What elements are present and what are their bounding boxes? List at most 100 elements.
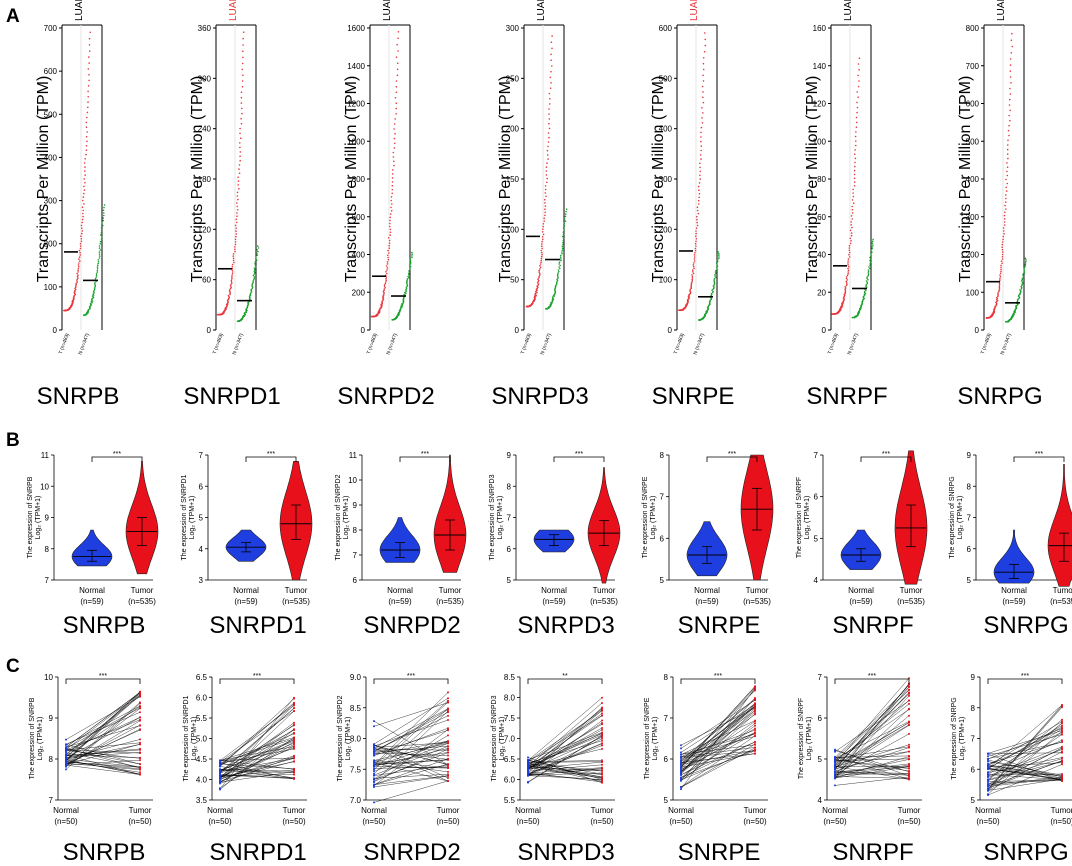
- tumor-point: [848, 253, 850, 256]
- pair-line: [680, 687, 756, 768]
- normal-point: [65, 757, 67, 760]
- normal-point: [869, 264, 871, 267]
- y-tick-label: 600: [659, 24, 673, 33]
- normal-point: [405, 286, 408, 289]
- tumor-point: [908, 743, 910, 746]
- pair-line: [219, 732, 295, 779]
- y-tick-label: 8.5: [350, 704, 362, 713]
- normal-point: [559, 256, 562, 259]
- significance-label: ***: [575, 451, 583, 458]
- x-label-normal: N (n=347): [1000, 332, 1013, 355]
- tumor-point: [696, 209, 699, 212]
- tumor-point: [78, 262, 80, 264]
- significance-label: ***: [407, 673, 415, 680]
- normal-point: [713, 277, 716, 280]
- y-axis-label: Transcripts Per Million (TPM): [189, 76, 206, 283]
- pair-line: [373, 748, 449, 751]
- significance-bracket: [834, 678, 910, 684]
- tumor-point: [388, 252, 390, 254]
- tumor-point: [536, 291, 538, 294]
- tumor-point: [858, 57, 861, 59]
- y-tick-label: 400: [352, 251, 366, 260]
- panel-label-a: A: [6, 6, 20, 27]
- normal-point: [716, 259, 719, 261]
- normal-point: [251, 285, 253, 287]
- normal-point: [1021, 282, 1024, 285]
- normal-point: [871, 242, 874, 244]
- tumor-point: [139, 716, 141, 719]
- normal-point: [712, 290, 714, 293]
- tumor-point: [78, 249, 81, 252]
- pair-line: [680, 700, 756, 749]
- pair-line: [680, 732, 756, 765]
- tumor-point: [1001, 255, 1004, 258]
- y-axis-label-unit: Log₂ (TPM+1): [497, 496, 504, 540]
- x-label-tumor-n: (n=535): [282, 597, 310, 606]
- pair-line: [219, 710, 295, 763]
- tumor-point: [79, 260, 81, 262]
- normal-point: [100, 229, 103, 232]
- tumor-point: [1002, 235, 1005, 238]
- pair-line: [373, 752, 449, 756]
- tumor-point: [242, 56, 244, 59]
- normal-point: [871, 246, 874, 248]
- pair-line: [219, 739, 295, 778]
- pair-line: [219, 773, 295, 780]
- x-label-tumor: T (n=483): [827, 332, 840, 355]
- y-axis-label: Transcripts Per Million (TPM): [497, 76, 514, 283]
- tumor-point: [238, 187, 240, 190]
- tumor-point: [78, 258, 80, 260]
- tumor-point: [237, 176, 239, 178]
- tumor-point: [998, 284, 1001, 286]
- normal-point: [562, 227, 565, 229]
- tumor-point: [293, 757, 295, 760]
- normal-point: [97, 259, 100, 261]
- normal-point: [680, 761, 682, 764]
- normal-point: [252, 280, 254, 282]
- panel-a-chart-snrpd3: Transcripts Per Million (TPM)05010015020…: [491, 0, 588, 410]
- tumor-point: [998, 290, 1000, 293]
- tumor-point: [1005, 194, 1007, 196]
- y-tick-label: 0: [668, 326, 673, 335]
- y-tick-label: 800: [966, 24, 980, 33]
- tumor-point: [1003, 233, 1005, 235]
- tumor-point: [447, 745, 449, 748]
- tumor-point: [533, 295, 536, 298]
- y-axis-label: Transcripts Per Million (TPM): [650, 76, 667, 283]
- gene-name: SNRPD3: [491, 383, 588, 410]
- normal-point: [558, 270, 560, 273]
- dataset-label: LUAD: [689, 0, 700, 21]
- tumor-point: [601, 768, 603, 770]
- normal-point: [406, 279, 408, 282]
- tumor-point: [1009, 98, 1011, 101]
- normal-point: [407, 276, 410, 279]
- tumor-point: [139, 748, 141, 751]
- y-tick-label: 9: [967, 451, 972, 460]
- pair-line: [527, 767, 603, 774]
- tumor-point: [541, 236, 544, 238]
- tumor-point: [692, 271, 694, 273]
- tumor-point: [388, 244, 390, 247]
- normal-point: [94, 284, 97, 287]
- y-tick-label: 6: [818, 714, 823, 723]
- y-tick-label: 7.0: [504, 735, 516, 744]
- normal-point: [834, 777, 836, 780]
- tumor-point: [229, 292, 231, 295]
- tumor-point: [447, 740, 449, 743]
- pair-line: [527, 748, 603, 768]
- tumor-point: [690, 286, 692, 288]
- normal-point: [92, 293, 94, 295]
- normal-point: [96, 269, 99, 272]
- tumor-point: [1061, 763, 1063, 766]
- tumor-point: [87, 85, 90, 87]
- tumor-point: [536, 285, 538, 288]
- normal-point: [869, 259, 871, 262]
- y-tick-label: 4: [814, 576, 819, 585]
- pair-line: [65, 691, 141, 761]
- tumor-point: [382, 290, 385, 293]
- y-tick-label: 180: [198, 175, 212, 184]
- y-tick-label: 6: [971, 765, 976, 774]
- tumor-point: [754, 703, 756, 706]
- tumor-point: [703, 32, 706, 34]
- tumor-point: [447, 707, 449, 710]
